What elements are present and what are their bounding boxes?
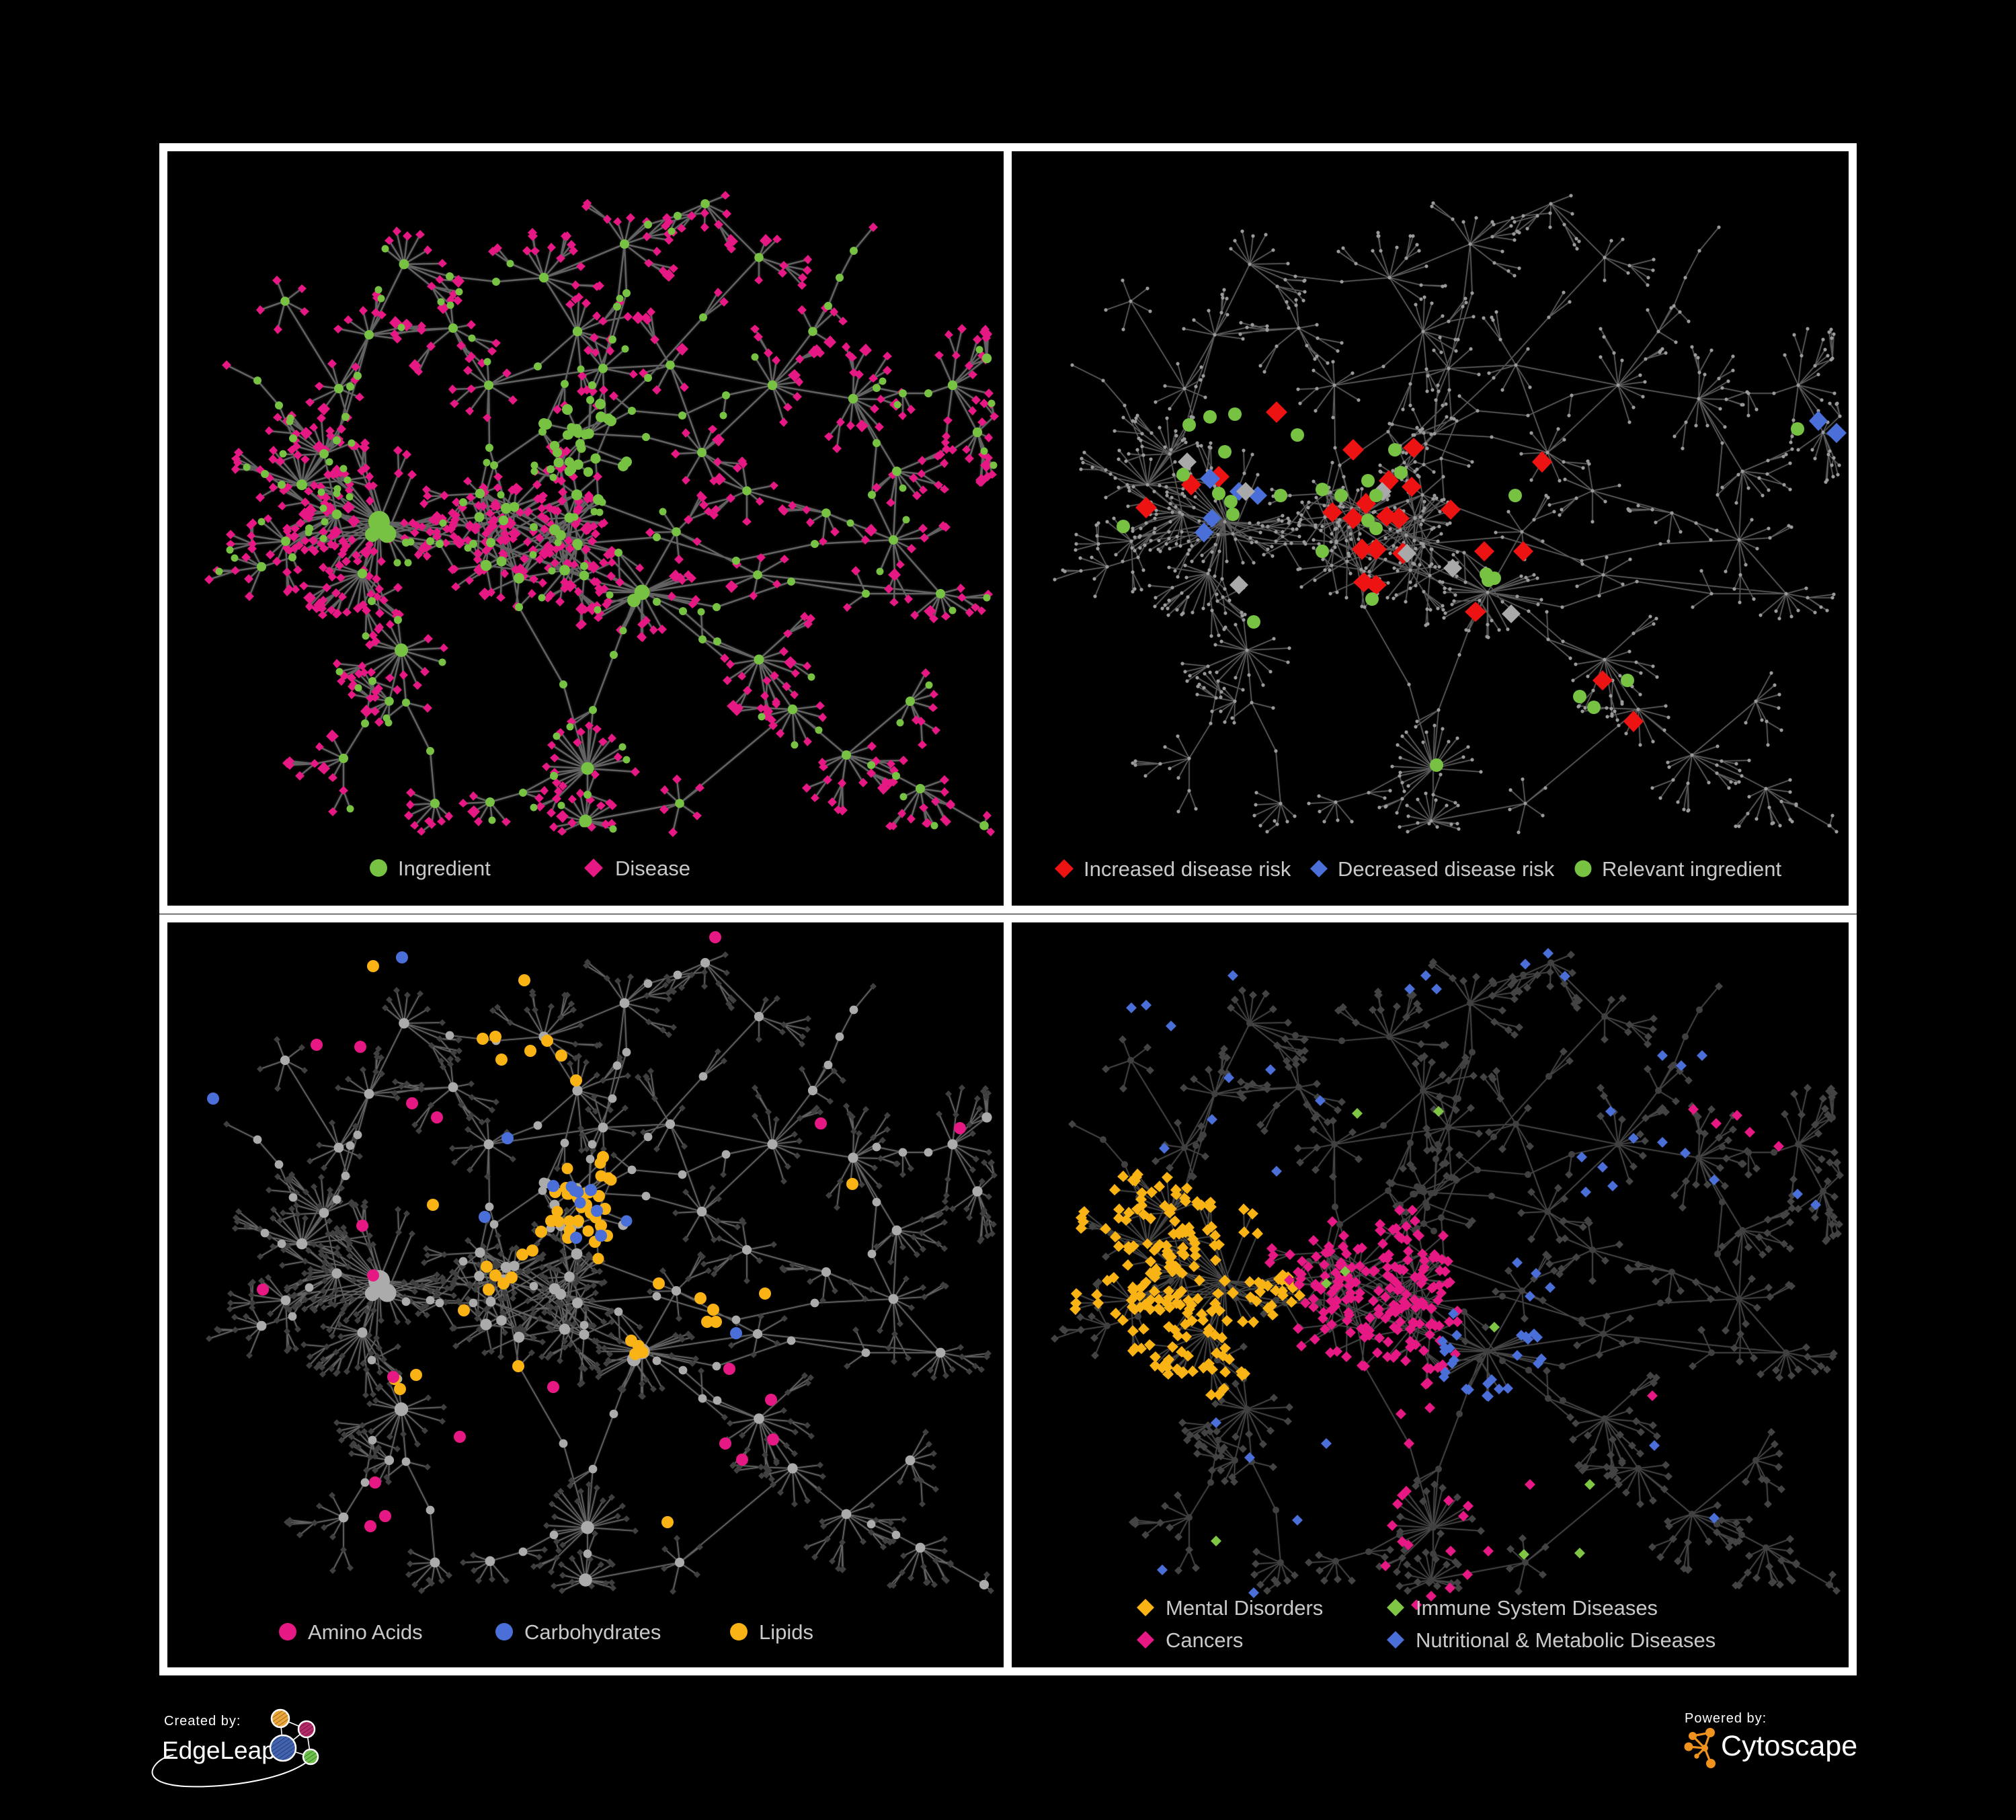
svg-text:Powered by:: Powered by: [1685, 1711, 1767, 1726]
svg-text:Cancers: Cancers [1166, 1628, 1243, 1652]
svg-text:EdgeLeap: EdgeLeap [162, 1737, 276, 1764]
svg-text:Mental Disorders: Mental Disorders [1166, 1596, 1323, 1620]
svg-text:Increased disease risk: Increased disease risk [1084, 857, 1291, 881]
svg-text:Ingredient: Ingredient [398, 857, 491, 880]
svg-text:Nutritional & Metabolic Diseas: Nutritional & Metabolic Diseases [1416, 1628, 1716, 1652]
svg-text:Created by:: Created by: [164, 1714, 241, 1729]
svg-text:Decreased disease risk: Decreased disease risk [1338, 857, 1555, 881]
svg-text:Cytoscape: Cytoscape [1721, 1730, 1857, 1762]
svg-text:Amino Acids: Amino Acids [308, 1620, 423, 1644]
svg-text:Lipids: Lipids [759, 1620, 813, 1644]
svg-text:Carbohydrates: Carbohydrates [524, 1620, 661, 1644]
svg-text:Immune System Diseases: Immune System Diseases [1416, 1596, 1658, 1620]
svg-text:Relevant ingredient: Relevant ingredient [1602, 857, 1782, 881]
svg-text:Disease: Disease [615, 857, 690, 880]
